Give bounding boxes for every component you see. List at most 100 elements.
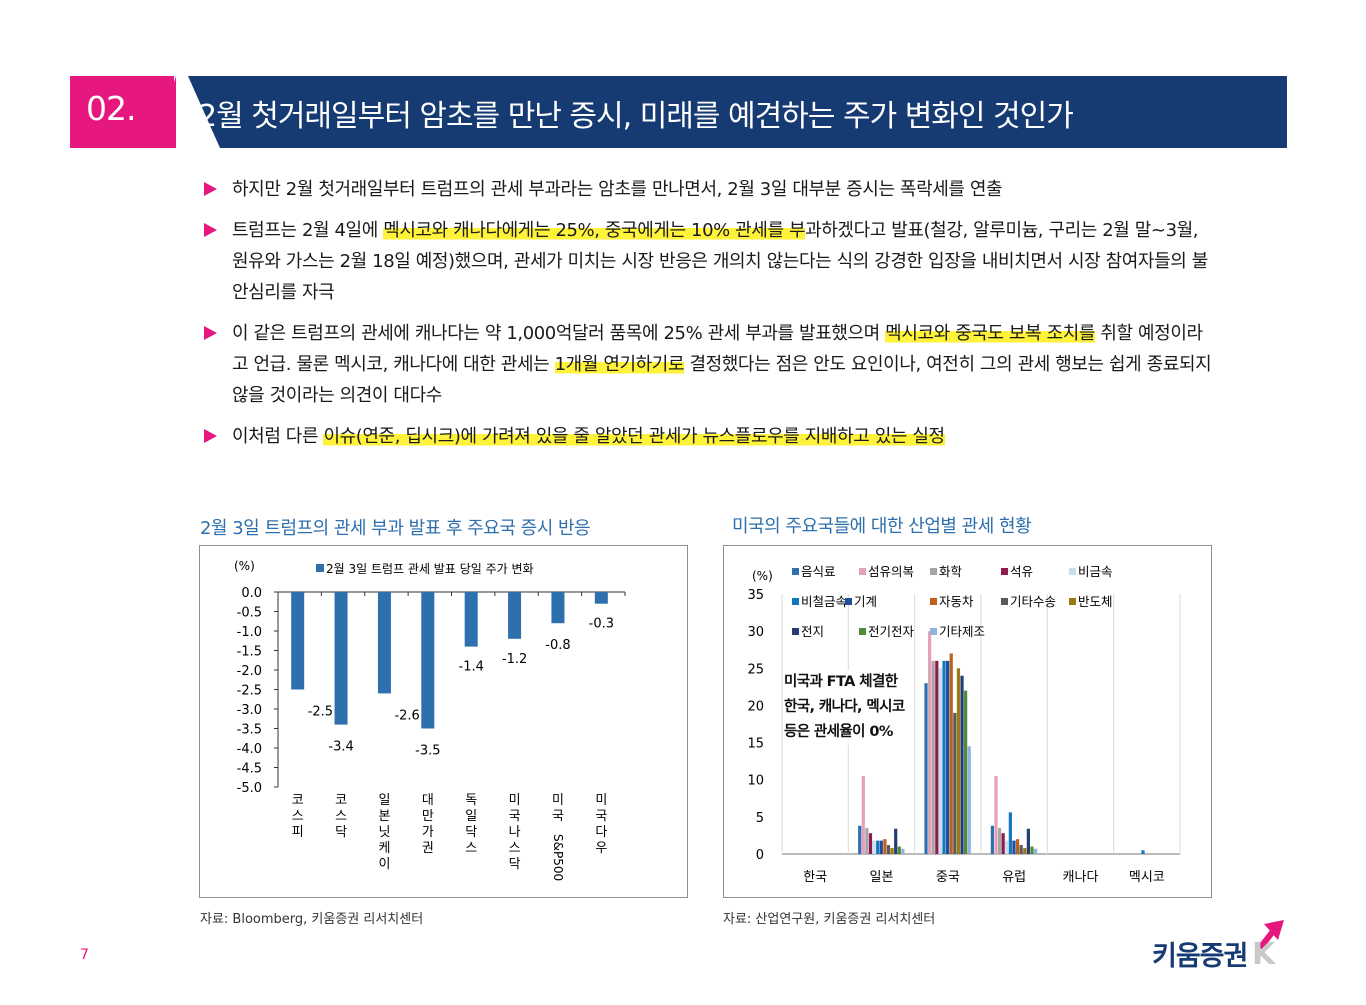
page-number: 7	[80, 947, 89, 963]
bullet-text: 취할 예정이라고 언급. 물론 멕시코, 캐나다에 대한 관세는	[232, 323, 1203, 375]
bar	[967, 746, 971, 854]
y-tick-label: 15	[747, 737, 764, 752]
legend-label: 음식료	[801, 564, 836, 579]
chart2-title: 미국의 주요국들에 대한 산업별 관세 현황	[732, 516, 1032, 537]
bar	[942, 660, 946, 854]
data-label: -1.4	[459, 660, 484, 675]
bar	[953, 712, 957, 854]
x-tick-label: 멕시코	[1129, 870, 1165, 885]
y-tick-label: -3.0	[237, 703, 262, 718]
chart2-source: 자료: 산업연구원, 키움증권 리서치센터	[723, 912, 936, 927]
bar	[1005, 840, 1009, 854]
bar	[464, 592, 478, 647]
legend-swatch	[792, 598, 799, 605]
svg-text:K: K	[1252, 937, 1277, 972]
chart1-source: 자료: Bloomberg, 키움증권 리서치센터	[200, 912, 424, 927]
legend-swatch	[930, 568, 937, 575]
bar	[879, 840, 883, 854]
legend-swatch	[792, 628, 799, 635]
bullet-text: 결정했다는 점은 안도 요인이나, 여전히 그의 관세 행보는 쉽게 종료되지 …	[232, 354, 1212, 406]
legend-swatch	[859, 628, 866, 635]
bar	[897, 846, 901, 854]
legend-swatch	[930, 628, 937, 635]
title-band	[220, 76, 1287, 148]
y-tick-label: -4.5	[237, 762, 262, 777]
annotation-line: 등은 관세율이 0%	[784, 724, 893, 740]
bar	[1023, 848, 1027, 854]
bar	[990, 825, 994, 854]
legend-swatch	[859, 568, 866, 575]
bullet-text: 이처럼 다른	[232, 426, 324, 447]
legend-swatch	[1001, 568, 1008, 575]
logo-arrow-icon: K	[1252, 920, 1284, 972]
highlighted-text: 1개월 연기하기로	[554, 354, 685, 375]
bullet-item: 트럼프는 2월 4일에 멕시코와 캐나다에게는 25%, 중국에게는 10% 관…	[204, 215, 1214, 308]
bar	[334, 592, 348, 725]
bar	[291, 592, 305, 690]
data-label: -0.3	[589, 617, 614, 632]
bar	[1026, 828, 1030, 854]
bullet-item: 하지만 2월 첫거래일부터 트럼프의 관세 부과라는 암초를 만나면서, 2월 …	[204, 174, 1214, 205]
bar	[1030, 846, 1034, 854]
data-label: -0.8	[545, 638, 570, 653]
x-tick-label: 캐나다	[1063, 870, 1099, 885]
bar	[938, 668, 943, 854]
bar	[931, 660, 935, 854]
y-axis-unit: (%)	[234, 559, 255, 573]
highlighted-text: 이슈(연준, 딥시크)에 가려져 있을 줄 알았던 관세가 뉴스플로우를 지배하…	[323, 426, 945, 447]
bar	[935, 660, 939, 854]
page-title: 2월 첫거래일부터 암초를 만난 증시, 미래를 예견하는 주가 변화인 것인가	[198, 99, 1074, 134]
data-label: -3.4	[328, 740, 353, 755]
legend-label: 비금속	[1078, 564, 1113, 579]
legend-swatch	[316, 564, 324, 572]
bullet-text: 과하겠다고 발표(철강, 알루미늄, 구리는 2월 말~3월, 원유와 가스는 …	[232, 220, 1208, 303]
data-label: -2.5	[308, 705, 333, 720]
y-tick-label: -1.0	[237, 625, 262, 640]
bullet-arrow-icon	[204, 326, 217, 340]
bar	[421, 592, 435, 729]
bar	[858, 825, 862, 854]
y-tick-label: -2.0	[237, 664, 262, 679]
bar	[994, 776, 998, 854]
section-header: 02. 2월 첫거래일부터 암초를 만난 증시, 미래를 예견하는 주가 변화인…	[70, 76, 1287, 148]
bar	[946, 660, 950, 854]
y-tick-label: 5	[756, 811, 764, 826]
legend-label: 2월 3일 트럼프 관세 발표 당일 주가 변화	[326, 562, 534, 576]
chart2-annotation: 미국과 FTA 체결한 한국, 캐나다, 멕시코 등은 관세율이 0%	[784, 670, 905, 745]
legend-swatch	[930, 598, 937, 605]
bar	[1012, 840, 1016, 854]
brand-logo: 키움증권 K	[1152, 918, 1292, 978]
bar	[997, 828, 1002, 854]
bar	[1001, 833, 1005, 854]
bullet-text: 하지만 2월 첫거래일부터 트럼프의 관세 부과라는 암초를 만나면서, 2월 …	[232, 179, 1003, 200]
bar	[956, 668, 961, 854]
annotation-line: 미국과 FTA 체결한	[784, 674, 898, 690]
legend-label: 전지	[801, 624, 824, 639]
y-tick-label: 35	[747, 588, 764, 603]
legend-label: 반도체	[1078, 594, 1113, 609]
bar	[594, 592, 608, 604]
bar	[377, 592, 391, 694]
bar	[894, 828, 898, 854]
legend-label: 화학	[939, 564, 963, 579]
legend-swatch	[845, 598, 852, 605]
legend-label: 기계	[854, 594, 877, 609]
legend-label: 비철금속	[801, 594, 847, 609]
bullet-arrow-icon	[204, 429, 217, 443]
logo-text: 키움증권	[1152, 941, 1248, 972]
bar	[883, 839, 887, 854]
bar	[890, 848, 894, 854]
legend-label: 전기전자	[868, 624, 915, 639]
bullet-item: 이 같은 트럼프의 관세에 캐나다는 약 1,000억달러 품목에 25% 관세…	[204, 318, 1214, 411]
y-axis-unit: (%)	[752, 569, 773, 583]
data-label: -1.2	[502, 652, 527, 667]
bar	[886, 845, 891, 854]
bullet-arrow-icon	[204, 182, 217, 196]
